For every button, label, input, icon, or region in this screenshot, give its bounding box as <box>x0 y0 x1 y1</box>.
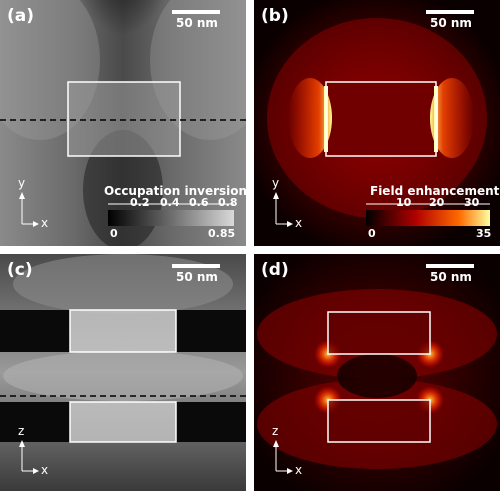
colorbar-title: Field enhancement <box>370 184 500 198</box>
colorbar-min-label: 0 <box>110 227 118 240</box>
particle-outline-bottom <box>327 399 431 443</box>
axes-indicator <box>19 192 39 227</box>
panel-c: (c) 50 nm z x <box>0 254 246 491</box>
axes-indicator <box>19 440 39 474</box>
scale-bar <box>172 264 220 268</box>
axis-label-horizontal: x <box>295 463 303 477</box>
axis-label-horizontal: x <box>41 216 49 230</box>
colorbar-min-label: 0 <box>368 227 376 240</box>
axis-label-vertical: y <box>18 176 26 190</box>
panel-label: (a) <box>7 6 35 26</box>
scale-bar-label: 50 nm <box>430 16 472 30</box>
panel-d: (d) 50 nm z x <box>254 254 500 491</box>
colorbar <box>108 210 234 226</box>
particle-outline-top <box>327 311 431 355</box>
particle-outline-top <box>69 309 177 353</box>
particle-outline <box>325 81 437 157</box>
field-enhancement-map-xz <box>254 254 500 491</box>
axis-label-vertical: z <box>18 424 25 438</box>
panel-label: (d) <box>261 260 289 280</box>
colorbar-tick: 10 <box>396 196 412 209</box>
axes-indicator <box>273 192 293 227</box>
panel-label: (c) <box>7 260 33 280</box>
colorbar-tick: 0.6 <box>189 196 209 209</box>
field-enhancement-map-xy <box>254 0 500 246</box>
colorbar-tick: 0.8 <box>218 196 238 209</box>
colorbar-title: Occupation inversion <box>104 184 246 198</box>
colorbar-tick: 30 <box>464 196 480 209</box>
panel-b: (b) 50 nm y x Field enhancement 10 20 30… <box>254 0 500 246</box>
axis-label-vertical: z <box>272 424 279 438</box>
colorbar-max-label: 35 <box>476 227 492 240</box>
axis-label-horizontal: x <box>41 463 49 477</box>
scale-bar-label: 50 nm <box>176 270 218 284</box>
particle-region <box>68 82 180 156</box>
axes-indicator <box>273 440 293 474</box>
colorbar-tick: 0.4 <box>160 196 180 209</box>
scale-bar <box>172 10 220 14</box>
panel-a: (a) 50 nm y x Occupation inversion 0.2 0… <box>0 0 246 246</box>
colorbar-tick: 0.2 <box>130 196 150 209</box>
occupation-inversion-map-xy <box>0 0 246 246</box>
colorbar-tick: 20 <box>429 196 445 209</box>
particle-outline <box>67 81 181 157</box>
colorbar-max-label: 0.85 <box>208 227 236 240</box>
scale-bar <box>426 264 474 268</box>
occupation-inversion-map-xz <box>0 254 246 491</box>
scale-bar <box>426 10 474 14</box>
scale-bar-label: 50 nm <box>430 270 472 284</box>
scale-bar-label: 50 nm <box>176 16 218 30</box>
colorbar <box>366 210 490 226</box>
axis-label-horizontal: x <box>295 216 303 230</box>
panel-label: (b) <box>261 6 289 26</box>
axis-label-vertical: y <box>272 176 280 190</box>
particle-outline-bottom <box>69 401 177 443</box>
